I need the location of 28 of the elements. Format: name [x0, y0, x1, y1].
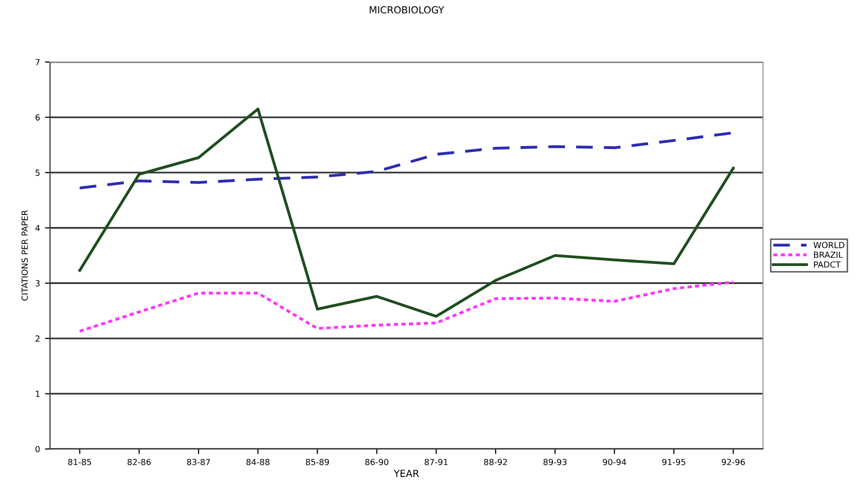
x-tick-label: 87-91	[424, 458, 448, 466]
y-tick-label: 5	[36, 170, 40, 176]
chart-title: MICROBIOLOGY	[370, 6, 444, 14]
x-tick-label: 92-96	[722, 458, 745, 466]
x-axis-title: YEAR	[394, 470, 419, 477]
y-tick-label: 3	[36, 280, 40, 286]
line-series	[78, 108, 735, 318]
x-tick-label: 84-88	[246, 458, 270, 466]
x-tick-label: 86-90	[365, 458, 388, 466]
legend-label: BRAZIL	[814, 252, 843, 258]
legend-label: WORLD	[814, 242, 844, 248]
x-tick-label: 90-94	[602, 458, 626, 466]
line-series	[78, 280, 735, 333]
y-tick-label: 6	[36, 114, 40, 121]
y-tick-label: 4	[35, 224, 40, 232]
x-tick-label: 91-95	[662, 458, 686, 466]
x-tick-label: 89-93	[544, 458, 566, 466]
x-tick-label: 88-92	[484, 458, 507, 466]
y-tick-label: 2	[36, 335, 40, 342]
x-tick-label: 85-89	[306, 458, 329, 466]
y-axis-title: CITATIONS PER PAPER	[22, 210, 28, 301]
x-tick-label: 82-86	[128, 458, 151, 466]
y-tick-label: 0	[36, 446, 40, 452]
y-tick-label: 1	[36, 390, 40, 397]
x-tick-label: 81-85	[68, 458, 92, 466]
y-tick-label: 7	[36, 59, 40, 66]
legend-label: PADCT	[814, 261, 841, 268]
x-tick-label: 83-87	[187, 458, 210, 466]
